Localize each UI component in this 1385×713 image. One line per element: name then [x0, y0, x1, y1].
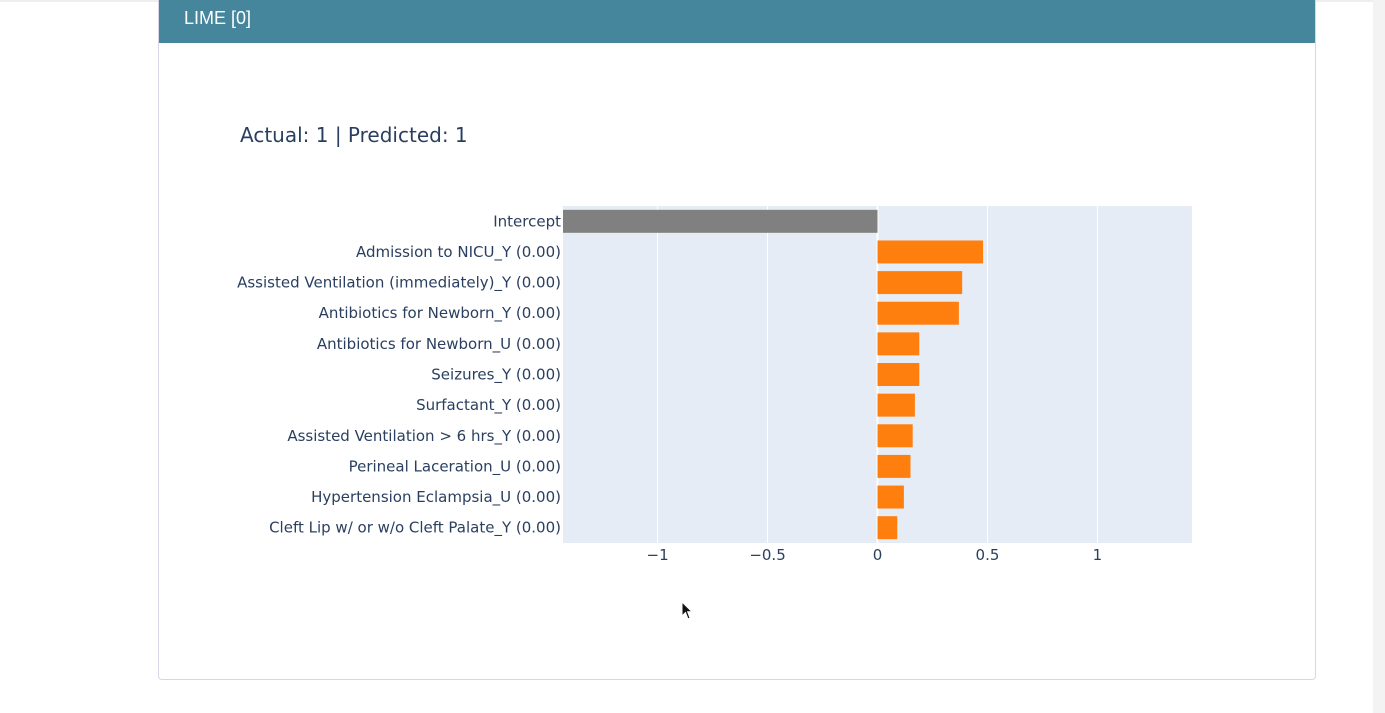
card-header: LIME [0] [159, 0, 1315, 43]
chart-title: Actual: 1 | Predicted: 1 [240, 123, 468, 147]
x-tick-label: 0 [873, 546, 883, 564]
category-label: Antibiotics for Newborn_Y (0.00) [319, 304, 561, 323]
category-label: Assisted Ventilation (immediately)_Y (0.… [237, 274, 561, 293]
x-tick-label: −1 [647, 546, 669, 564]
bar [877, 301, 959, 325]
x-tick-label: 0.5 [976, 546, 1000, 564]
page-scrollbar[interactable] [1373, 0, 1385, 713]
category-label: Hypertension Eclampsia_U (0.00) [311, 488, 561, 507]
category-label: Surfactant_Y (0.00) [416, 396, 561, 415]
category-label: Admission to NICU_Y (0.00) [356, 243, 561, 262]
category-label: Seizures_Y (0.00) [431, 366, 561, 385]
lime-card: LIME [0] Actual: 1 | Predicted: 1 Interc… [158, 0, 1316, 680]
bar [877, 485, 904, 509]
bar [877, 516, 898, 540]
bar [877, 240, 984, 264]
lime-bar-chart: Intercept Admission to NICU_Y (0.00) Assis… [237, 206, 1192, 564]
card-title: LIME [0] [184, 8, 252, 28]
x-tick-label: 1 [1093, 546, 1103, 564]
category-label: Cleft Lip w/ or w/o Cleft Palate_Y (0.00… [269, 519, 561, 538]
bar [877, 454, 911, 478]
bar [877, 424, 913, 448]
category-label: Antibiotics for Newborn_U (0.00) [317, 335, 561, 354]
mouse-cursor-icon [681, 601, 693, 620]
x-tick-label: −0.5 [749, 546, 785, 564]
category-label: Intercept [493, 212, 561, 230]
bar [877, 271, 963, 295]
category-label: Assisted Ventilation > 6 hrs_Y (0.00) [287, 427, 561, 446]
category-label: Perineal Laceration_U (0.00) [349, 457, 561, 476]
bar-intercept [563, 209, 878, 233]
bar [877, 332, 920, 356]
bar [877, 363, 920, 386]
bar [877, 393, 915, 417]
